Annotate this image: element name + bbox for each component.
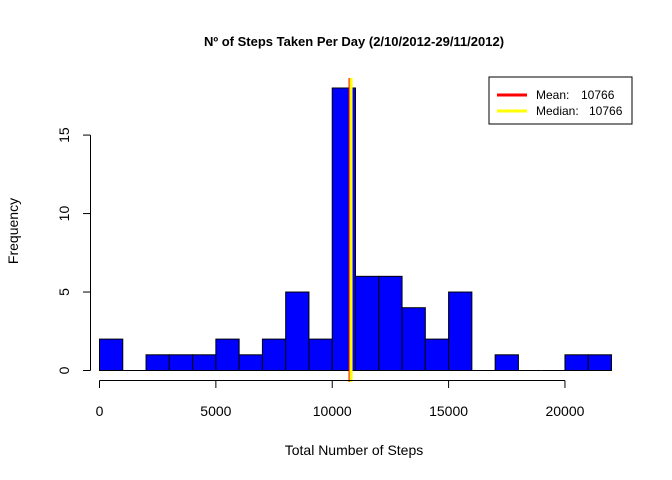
legend-box xyxy=(488,76,633,125)
x-tick-label: 0 xyxy=(96,403,104,419)
histogram-bar xyxy=(448,291,473,371)
y-tick-label: 15 xyxy=(56,127,72,143)
legend: Mean: 10766 Median: 10766 xyxy=(488,76,633,125)
legend-median-name: Median: xyxy=(536,104,579,118)
chart-title: Nº of Steps Taken Per Day (2/10/2012-29/… xyxy=(204,34,504,49)
histogram-bar xyxy=(564,354,589,371)
histogram-bar xyxy=(494,354,519,371)
histogram-bar xyxy=(308,338,333,372)
x-tick-label: 10000 xyxy=(313,403,352,419)
histogram-bar xyxy=(238,354,263,371)
legend-median-value: 10766 xyxy=(589,104,623,118)
x-tick-label: 15000 xyxy=(429,403,468,419)
y-tick-label: 10 xyxy=(56,206,72,222)
histogram-bar xyxy=(355,275,380,372)
histogram-bar xyxy=(99,338,124,372)
histogram-bar xyxy=(192,354,217,371)
x-tick-label: 20000 xyxy=(545,403,584,419)
y-tick-label: 5 xyxy=(56,288,72,296)
histogram-bar xyxy=(424,338,450,372)
x-axis-label: Total Number of Steps xyxy=(285,442,424,458)
histogram-bar xyxy=(401,307,426,372)
legend-mean-name: Mean: xyxy=(536,88,569,102)
y-axis: 0 5 10 15 xyxy=(56,127,91,374)
legend-mean-value: 10766 xyxy=(581,88,615,102)
histogram-bar xyxy=(168,354,194,371)
histogram-bar xyxy=(378,275,403,372)
reference-lines xyxy=(348,78,353,382)
histogram-bar xyxy=(261,338,287,372)
histogram-bars xyxy=(99,87,613,372)
x-axis: 0 5000 10000 15000 20000 xyxy=(96,380,585,419)
x-tick-label: 5000 xyxy=(200,403,231,419)
y-axis-label: Frequency xyxy=(5,198,21,264)
y-tick-label: 0 xyxy=(56,366,72,374)
histogram-bar xyxy=(215,338,240,372)
histogram-bar xyxy=(285,291,310,371)
histogram-bar xyxy=(145,354,170,371)
histogram-bar xyxy=(587,354,613,371)
